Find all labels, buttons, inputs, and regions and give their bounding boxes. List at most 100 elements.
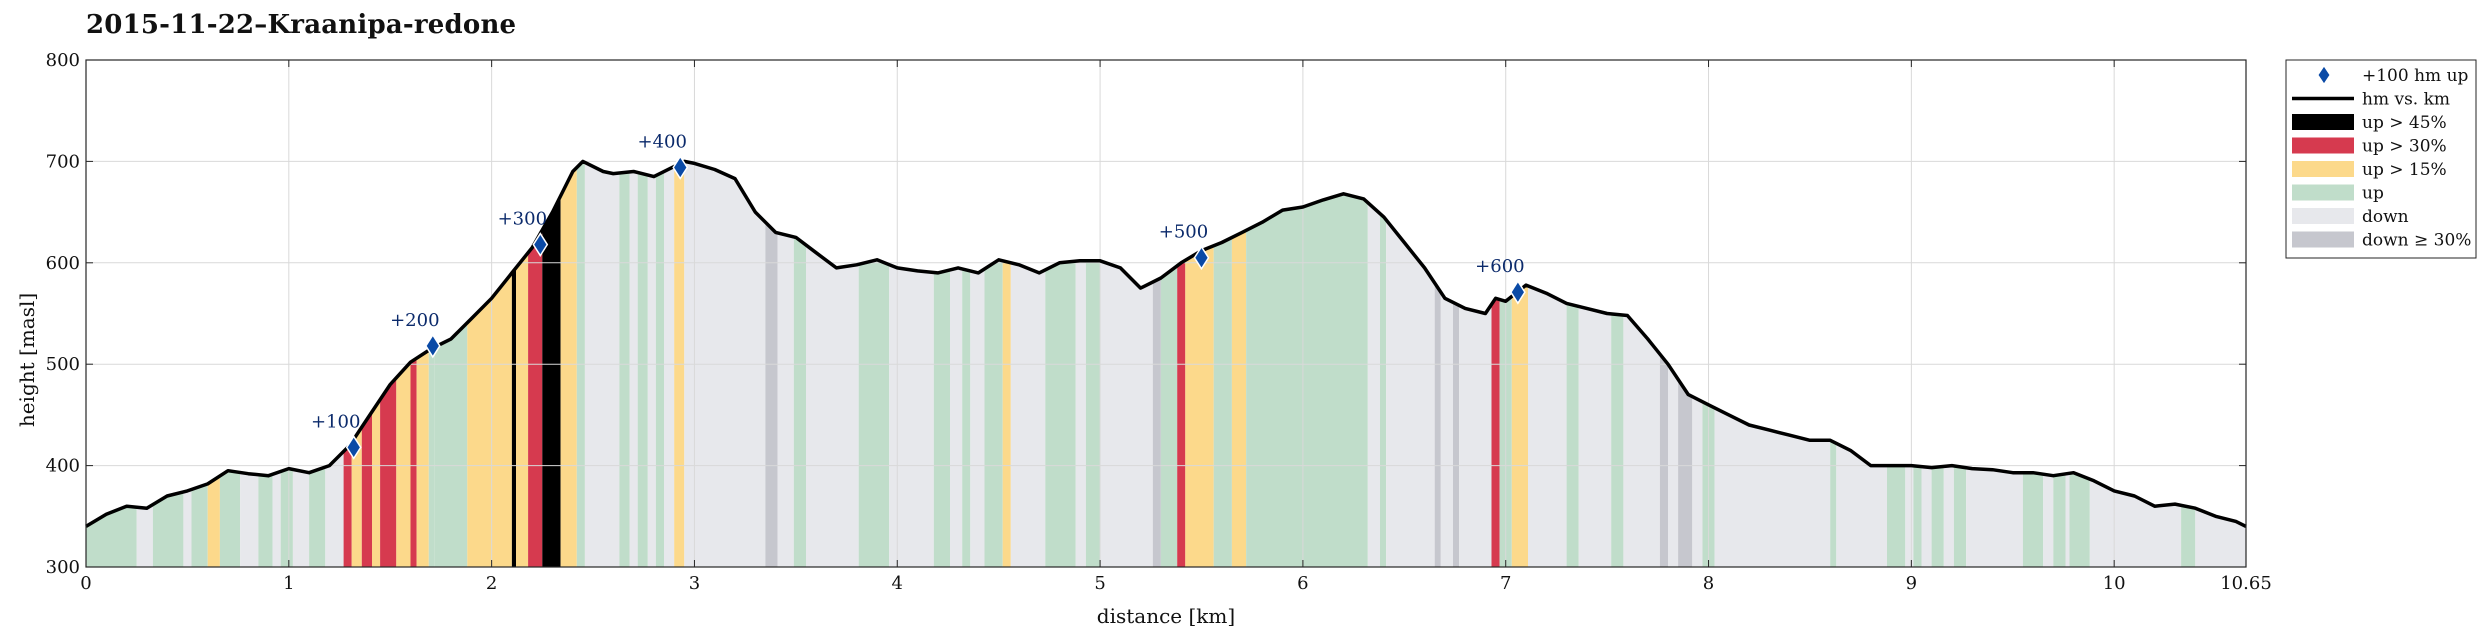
plot-frame xyxy=(85,59,2247,568)
segment-down30 xyxy=(1152,278,1161,567)
legend-swatch-up30 xyxy=(2292,137,2354,154)
segment-down xyxy=(950,267,963,567)
y-tick-label: 500 xyxy=(46,354,80,375)
x-tick-label: 4 xyxy=(892,573,903,594)
segment-down xyxy=(664,166,675,567)
y-tick-label: 300 xyxy=(46,557,80,578)
x-tick-label: 9 xyxy=(1906,573,1917,594)
hm-marker-label: +100 xyxy=(311,411,360,432)
legend-label: down ≥ 30% xyxy=(2362,231,2471,251)
segment-down xyxy=(629,171,638,567)
segment-up15 xyxy=(396,362,411,567)
segment-up15 xyxy=(1511,285,1528,567)
segment-down xyxy=(647,175,656,567)
segment-down xyxy=(806,245,859,567)
x-tick-label: 7 xyxy=(1500,573,1511,594)
segment-up xyxy=(1887,465,1906,567)
segment-down xyxy=(1905,465,1914,567)
segment-down xyxy=(1440,292,1453,567)
segment-down xyxy=(1692,396,1703,567)
segment-down xyxy=(240,472,259,567)
segment-up xyxy=(1085,260,1101,567)
segment-up xyxy=(1566,303,1579,567)
grid-lines xyxy=(86,60,2246,567)
segment-down xyxy=(1100,260,1153,567)
segment-down30 xyxy=(1453,302,1460,567)
hm-marker xyxy=(672,155,689,180)
legend-box xyxy=(2285,59,2477,259)
legend-swatch-down xyxy=(2292,208,2354,224)
x-tick-label: 1 xyxy=(283,573,294,594)
legend-swatch-up15 xyxy=(2292,161,2354,177)
segment-down30 xyxy=(765,222,778,567)
hm-markers: +100 +200 +300 +400 +500 +600 xyxy=(311,131,1526,460)
segment-down xyxy=(325,451,344,567)
y-axis-label: height [masl] xyxy=(15,293,39,427)
segment-down xyxy=(183,489,192,567)
segment-down xyxy=(1714,407,1831,567)
hm-marker-label: +600 xyxy=(1475,256,1524,277)
segment-up xyxy=(280,468,293,567)
segment-up xyxy=(434,322,468,567)
segment-up15 xyxy=(516,252,529,567)
segment-up15 xyxy=(1002,260,1011,567)
segment-up xyxy=(2069,472,2090,567)
segment-up30 xyxy=(1491,298,1500,567)
profile-line xyxy=(85,159,2247,528)
legend-swatch-up45 xyxy=(2292,114,2354,130)
segment-up xyxy=(1045,261,1076,567)
segment-down30 xyxy=(1659,354,1668,567)
x-axis-label: distance [km] xyxy=(1097,604,1235,628)
legend-label: hm vs. km xyxy=(2362,90,2450,110)
segment-up xyxy=(86,506,137,567)
segment-up30 xyxy=(528,229,543,568)
legend-swatch-up xyxy=(2292,184,2354,201)
segment-down xyxy=(970,269,985,567)
segment-down30 xyxy=(1678,379,1693,567)
segment-up15 xyxy=(1185,245,1214,568)
hm-marker xyxy=(1510,279,1526,305)
segment-up xyxy=(793,236,806,567)
segment-down xyxy=(1367,202,1380,567)
segment-up xyxy=(858,259,890,567)
segment-down xyxy=(272,471,281,567)
segment-down xyxy=(1966,467,2023,567)
segment-down xyxy=(136,504,153,567)
segment-down xyxy=(1943,465,1954,567)
segment-down xyxy=(1528,285,1567,567)
segment-up30 xyxy=(343,442,352,567)
segment-up xyxy=(152,492,184,567)
segment-up xyxy=(637,172,648,567)
hm-marker xyxy=(345,434,362,460)
segment-down xyxy=(1921,466,1932,567)
hm-marker xyxy=(424,333,441,359)
segment-up15 xyxy=(1231,230,1247,567)
legend-label: +100 hm up xyxy=(2362,66,2469,86)
segment-up xyxy=(219,470,241,567)
segment-up xyxy=(2053,473,2066,567)
hm-marker xyxy=(1193,245,1210,271)
segment-up15 xyxy=(416,350,429,567)
segment-down xyxy=(1010,262,1046,567)
legend-swatch-down30 xyxy=(2292,231,2354,248)
legend: +100 hm up hm vs. km up > 45% up > 30% up > … xyxy=(2285,59,2477,259)
segment-down xyxy=(292,469,310,567)
legend-label: down xyxy=(2362,207,2409,227)
segment-up xyxy=(1611,313,1624,567)
segment-up xyxy=(933,269,950,567)
segment-up xyxy=(309,467,326,567)
segment-up xyxy=(1160,265,1178,567)
segment-down xyxy=(1459,304,1492,567)
segment-up15 xyxy=(560,167,577,567)
segment-up15 xyxy=(351,427,362,567)
segment-down xyxy=(1623,315,1660,567)
segment-up45 xyxy=(542,195,561,567)
segment-down xyxy=(777,232,794,567)
segment-up15 xyxy=(207,475,220,567)
x-tick-label: 5 xyxy=(1094,573,1105,594)
segment-down xyxy=(1386,219,1435,567)
segment-up xyxy=(1380,213,1387,567)
y-tick-label: 400 xyxy=(46,456,80,477)
segment-up xyxy=(2022,472,2044,567)
